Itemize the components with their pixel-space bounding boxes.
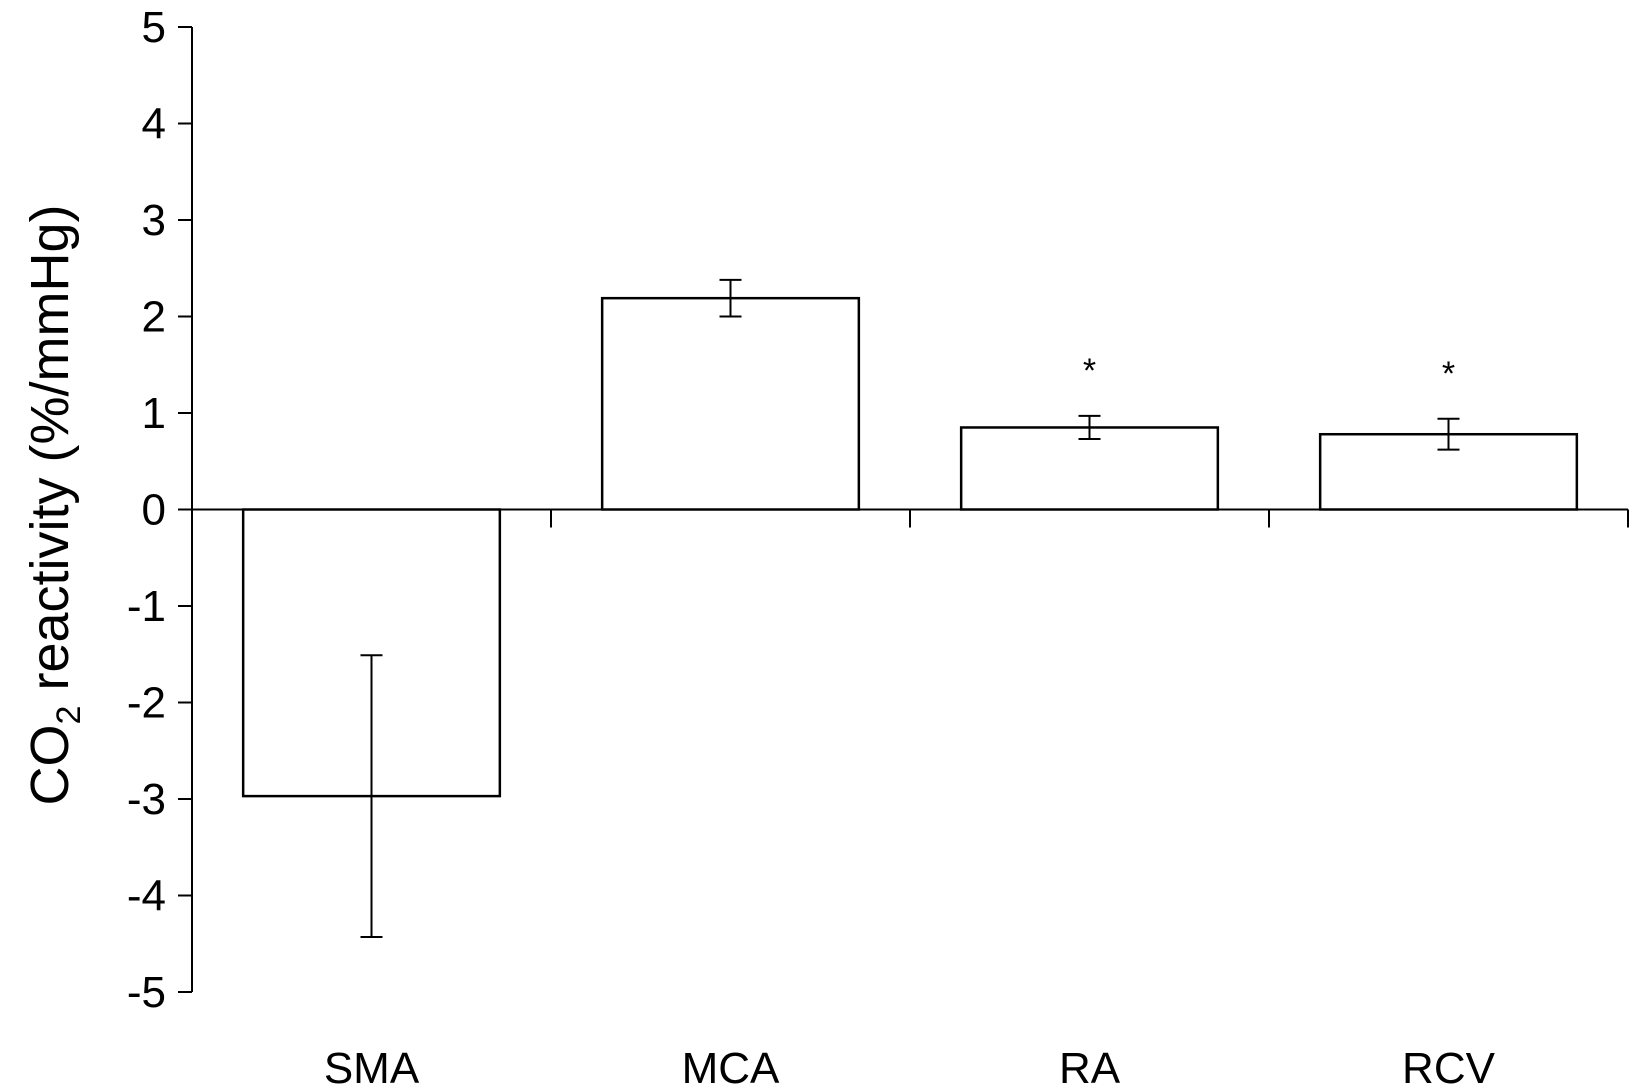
x-tick-label: SMA bbox=[324, 1044, 420, 1091]
y-tick-label: -5 bbox=[127, 968, 166, 1017]
bar bbox=[600, 296, 861, 511]
y-axis: -5 -4 -3 -2 -1 0 1 2 3 4 5 bbox=[127, 3, 193, 1017]
y-tick-label: 5 bbox=[142, 3, 166, 52]
significance-marker: * bbox=[1083, 352, 1096, 390]
significance-marker: * bbox=[1442, 355, 1455, 393]
y-tick-label: 0 bbox=[142, 486, 166, 535]
y-tick-label: -1 bbox=[127, 582, 166, 631]
y-axis-label-main: CO bbox=[20, 724, 80, 805]
y-tick-label: -3 bbox=[127, 775, 166, 824]
x-axis: SMA MCA RA RCV bbox=[192, 508, 1629, 1091]
y-tick-label: 1 bbox=[142, 389, 166, 438]
y-axis-label-rest: reactivity (%/mmHg) bbox=[20, 205, 80, 706]
y-tick-label: 2 bbox=[142, 293, 166, 342]
x-tick-label: RA bbox=[1059, 1044, 1121, 1091]
y-tick-label: -4 bbox=[127, 872, 166, 921]
y-axis-label: CO2 reactivity (%/mmHg) bbox=[20, 205, 88, 806]
x-tick-label: MCA bbox=[682, 1044, 780, 1091]
x-tick-label: RCV bbox=[1402, 1044, 1496, 1091]
y-tick-label: 4 bbox=[142, 100, 166, 149]
y-axis-label-subscript: 2 bbox=[50, 706, 88, 725]
y-tick-label: -2 bbox=[127, 679, 166, 728]
bars: * * bbox=[241, 278, 1579, 938]
y-tick-label: 3 bbox=[142, 196, 166, 245]
